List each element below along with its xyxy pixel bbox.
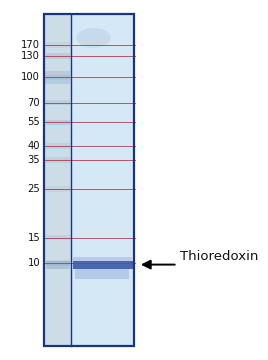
Bar <box>75 269 129 279</box>
Bar <box>73 257 132 261</box>
Bar <box>46 261 70 269</box>
Bar <box>46 42 70 48</box>
Text: Thioredoxin: Thioredoxin <box>180 250 259 263</box>
Bar <box>46 157 70 163</box>
Bar <box>46 143 70 148</box>
Text: 170: 170 <box>21 40 40 50</box>
Text: 100: 100 <box>21 72 40 82</box>
Ellipse shape <box>76 28 111 48</box>
Bar <box>46 186 70 192</box>
Bar <box>46 120 70 125</box>
Bar <box>45 71 70 84</box>
Bar <box>72 14 134 346</box>
Bar <box>46 75 70 80</box>
Bar <box>46 53 70 58</box>
Text: 25: 25 <box>27 184 40 194</box>
Text: 40: 40 <box>28 141 40 151</box>
Text: 10: 10 <box>28 258 40 268</box>
Text: 70: 70 <box>28 98 40 108</box>
Bar <box>46 100 70 105</box>
Text: 55: 55 <box>27 117 40 127</box>
Bar <box>44 14 134 346</box>
Text: 130: 130 <box>21 51 40 61</box>
Text: 15: 15 <box>27 233 40 243</box>
Bar <box>46 235 70 240</box>
Text: 35: 35 <box>28 155 40 165</box>
Bar <box>46 260 70 266</box>
Bar <box>44 14 71 346</box>
Bar <box>73 261 133 269</box>
